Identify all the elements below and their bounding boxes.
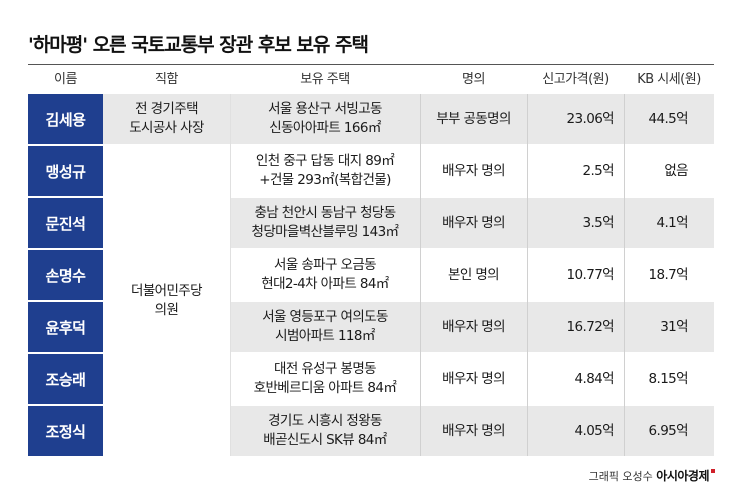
header-reported-price: 신고가격(원) (542, 72, 609, 87)
column-divider (527, 94, 528, 456)
row-reported-price-cell: 4.84억 (574, 370, 615, 387)
house-line: 시범아파트 118㎡ (275, 328, 375, 344)
position-line: 도시공사 사장 (129, 120, 204, 136)
house-line: 서울 용산구 서빙고동 (268, 101, 382, 117)
header-name: 이름 (54, 72, 77, 87)
house-line: 경기도 시흥시 정왕동 (268, 413, 382, 429)
row-reported-price-cell: 4.05억 (574, 422, 615, 439)
column-divider (420, 94, 421, 456)
header-house: 보유 주택 (300, 72, 350, 87)
row-owner-cell: 배우자 명의 (442, 318, 505, 335)
house-line: +건물 293㎡(복합건물) (259, 172, 391, 188)
row-name-cell: 맹성규 (28, 146, 103, 196)
house-line: 충남 천안시 동남구 청당동 (254, 205, 396, 221)
row-name-cell: 김세용 (28, 94, 103, 144)
row-owner-cell: 배우자 명의 (442, 162, 505, 179)
row-name-cell: 손명수 (28, 250, 103, 300)
house-line: 대전 유성구 봉명동 (274, 361, 377, 377)
row-house-cell: 인천 중구 답동 대지 89㎡ +건물 293㎡(복합건물) (230, 146, 420, 196)
house-line: 서울 영등포구 여의도동 (262, 309, 388, 325)
row-owner-cell: 배우자 명의 (442, 370, 505, 387)
row-name-cell: 문진석 (28, 198, 103, 248)
table-header: 이름 직함 보유 주택 명의 신고가격(원) KB 시세(원) (28, 66, 714, 94)
header-owner: 명의 (462, 72, 485, 87)
house-line: 서울 송파구 오금동 (274, 257, 377, 273)
house-line: 신동아아파트 166㎡ (269, 120, 381, 136)
position-line: 전 경기주택 (135, 101, 198, 117)
row-kb-price-cell: 8.15억 (648, 370, 689, 387)
row-owner-cell: 배우자 명의 (442, 422, 505, 439)
header-kb-price: KB 시세(원) (637, 72, 701, 87)
row-owner-cell: 배우자 명의 (442, 214, 505, 231)
row-name-cell: 조정식 (28, 406, 103, 456)
title-divider (28, 64, 714, 65)
row-reported-price-cell: 3.5억 (582, 214, 615, 231)
row-reported-price-cell: 23.06억 (566, 110, 615, 127)
row-reported-price-cell: 10.77억 (566, 266, 615, 283)
house-line: 청당마을벽산블루밍 143㎡ (251, 224, 400, 240)
house-line: 배곧신도시 SK뷰 84㎡ (263, 432, 387, 448)
row-reported-price-cell: 16.72억 (566, 318, 615, 335)
merged-position-bg (103, 146, 230, 456)
table-row (103, 94, 714, 144)
header-position: 직함 (155, 72, 178, 87)
row-kb-price-cell: 없음 (664, 162, 688, 179)
row-owner-cell: 본인 명의 (448, 266, 500, 283)
house-line: 인천 중구 답동 대지 89㎡ (255, 153, 395, 169)
row-kb-price-cell: 44.5억 (648, 110, 689, 127)
brand-dot-icon (711, 469, 715, 473)
row-name-cell: 조승래 (28, 354, 103, 404)
credit-line: 그래픽 오성수 아시아경제 (589, 467, 715, 484)
brand-logo: 아시아경제 (656, 469, 709, 483)
merged-position-line: 의원 (154, 302, 179, 318)
row-kb-price-cell: 31억 (660, 318, 688, 335)
house-line: 호반베르디움 아파트 84㎡ (253, 380, 397, 396)
row-kb-price-cell: 18.7억 (648, 266, 689, 283)
page-title: '하마평' 오른 국토교통부 장관 후보 보유 주택 (28, 34, 369, 56)
credit-label: 그래픽 오성수 (588, 470, 653, 483)
merged-position-line: 더불어민주당 (131, 283, 203, 299)
row-kb-price-cell: 4.1억 (656, 214, 689, 231)
row-kb-price-cell: 6.95억 (648, 422, 689, 439)
row-name-cell: 윤후덕 (28, 302, 103, 352)
column-divider (624, 94, 625, 456)
column-divider (230, 94, 231, 456)
house-line: 현대2-4차 아파트 84㎡ (261, 276, 389, 292)
row-owner-cell: 부부 공동명의 (436, 110, 511, 127)
row-reported-price-cell: 2.5억 (582, 162, 615, 179)
